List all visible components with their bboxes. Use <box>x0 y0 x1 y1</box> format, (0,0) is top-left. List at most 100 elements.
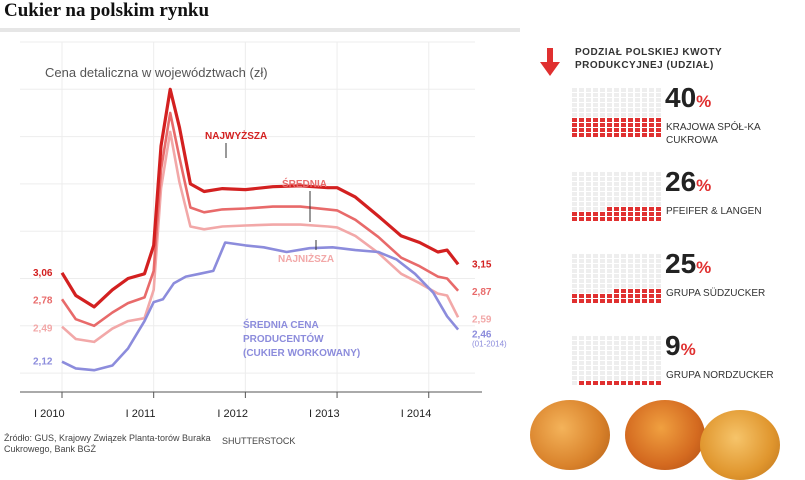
share-dot <box>593 341 598 345</box>
share-dot <box>635 274 640 278</box>
label-layer: 3,06 3,15 2,78 2,87 2,49 2,59 2,12 2,46(01-2014… <box>33 129 507 368</box>
share-dot-grid <box>572 88 661 137</box>
share-dot <box>614 274 619 278</box>
share-dot <box>614 289 619 293</box>
share-dot <box>572 172 577 176</box>
share-dot <box>586 289 591 293</box>
share-dot <box>600 341 605 345</box>
share-dot <box>579 274 584 278</box>
share-dot <box>642 98 647 102</box>
share-dot <box>621 336 626 340</box>
share-dot <box>607 217 612 221</box>
share-dot <box>656 279 661 283</box>
share-dot <box>607 279 612 283</box>
share-dot <box>607 294 612 298</box>
share-dot <box>614 187 619 191</box>
share-dot <box>621 192 626 196</box>
share-dot <box>607 351 612 355</box>
share-dot <box>649 118 654 122</box>
share-dot <box>593 361 598 365</box>
share-dot <box>649 182 654 186</box>
share-dot <box>635 351 640 355</box>
arrow-down-icon <box>540 48 560 76</box>
share-dot <box>572 361 577 365</box>
share-dot <box>635 264 640 268</box>
share-dot <box>593 128 598 132</box>
share-dot <box>614 259 619 263</box>
share-dot <box>642 217 647 221</box>
series-line <box>61 130 460 344</box>
share-dot <box>607 88 612 92</box>
share-dot <box>642 103 647 107</box>
share-dot <box>593 356 598 360</box>
main-title: Cukier na polskim rynku <box>4 0 210 21</box>
x-axis: I 2010 I 2011 I 2012 I 2013 I 2014 <box>20 391 482 420</box>
share-dot <box>628 289 633 293</box>
share-dot <box>593 133 598 137</box>
share-dot <box>593 177 598 181</box>
share-dot <box>586 197 591 201</box>
share-dot <box>621 128 626 132</box>
share-dot <box>642 254 647 258</box>
share-dot <box>586 217 591 221</box>
share-dot <box>621 361 626 365</box>
percent-sign: % <box>696 176 712 195</box>
share-dot <box>649 212 654 216</box>
share-dot <box>656 212 661 216</box>
share-percent-value: 26 <box>665 166 697 197</box>
photo-credit: SHUTTERSTOCK <box>222 436 296 446</box>
share-dot <box>572 351 577 355</box>
share-dot <box>621 123 626 127</box>
share-dot <box>593 123 598 127</box>
share-dot <box>649 341 654 345</box>
share-dot <box>614 299 619 303</box>
share-dot <box>593 207 598 211</box>
share-dot <box>614 294 619 298</box>
share-dot <box>621 217 626 221</box>
share-dot <box>628 279 633 283</box>
share-dot <box>656 299 661 303</box>
share-dot <box>621 172 626 176</box>
share-dot <box>614 366 619 370</box>
share-dot <box>628 371 633 375</box>
share-dot <box>628 192 633 196</box>
share-dot <box>614 254 619 258</box>
share-dot <box>572 289 577 293</box>
share-dot <box>593 351 598 355</box>
share-dot <box>656 128 661 132</box>
share-dot <box>614 133 619 137</box>
share-dot <box>586 254 591 258</box>
share-dot <box>642 284 647 288</box>
share-dot <box>621 212 626 216</box>
share-dot <box>586 123 591 127</box>
share-dot <box>628 299 633 303</box>
share-dot <box>579 264 584 268</box>
share-dot <box>572 376 577 380</box>
share-dot <box>586 284 591 288</box>
share-dot <box>600 264 605 268</box>
share-dot <box>572 93 577 97</box>
share-dot <box>593 254 598 258</box>
share-dot <box>649 202 654 206</box>
share-dot <box>621 371 626 375</box>
share-dot <box>572 294 577 298</box>
share-dot <box>600 361 605 365</box>
share-dot <box>600 289 605 293</box>
share-dot <box>642 274 647 278</box>
share-dot <box>600 113 605 117</box>
share-dot <box>607 376 612 380</box>
share-dot <box>607 202 612 206</box>
end-date-label: (01-2014) <box>472 340 507 349</box>
share-dot <box>614 269 619 273</box>
share-dot-grid <box>572 336 661 385</box>
series-line <box>61 241 460 372</box>
share-dot <box>642 93 647 97</box>
share-dot <box>614 172 619 176</box>
share-dot <box>593 187 598 191</box>
share-dot <box>586 381 591 385</box>
share-dot <box>649 217 654 221</box>
share-dot <box>614 351 619 355</box>
share-dot <box>600 299 605 303</box>
share-dot <box>614 346 619 350</box>
share-dot <box>600 279 605 283</box>
